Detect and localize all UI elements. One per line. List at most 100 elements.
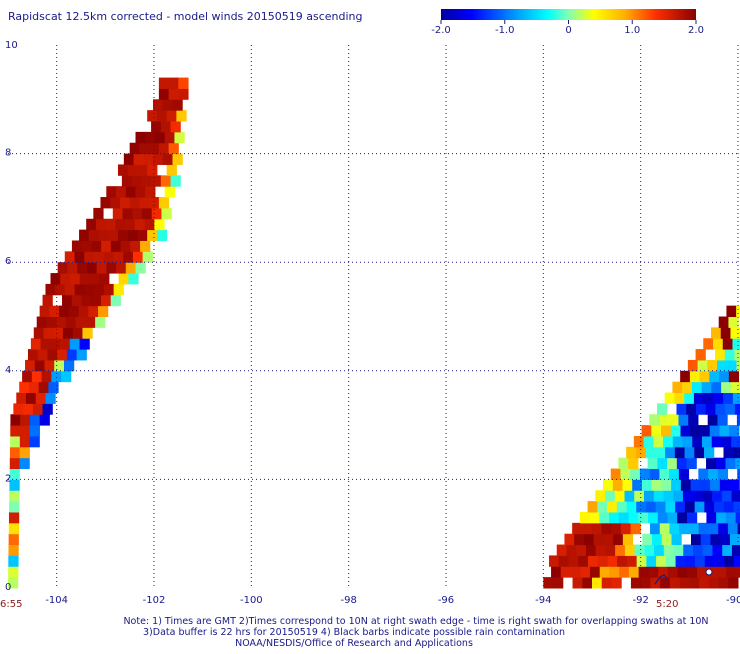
swath-cell bbox=[551, 566, 562, 578]
swath-cell bbox=[96, 262, 107, 274]
swath-cell bbox=[663, 544, 675, 556]
swath-cell bbox=[65, 316, 77, 328]
swath-cell bbox=[684, 446, 695, 459]
swath-cell bbox=[651, 425, 662, 437]
swath-cell bbox=[147, 229, 158, 241]
swath-cell bbox=[607, 501, 618, 513]
swath-cell bbox=[646, 555, 657, 567]
swath-cell bbox=[685, 555, 696, 567]
swath-cell bbox=[638, 511, 649, 524]
swath-cell bbox=[718, 577, 729, 589]
swath-cell bbox=[151, 207, 162, 220]
chart-title: Rapidscat 12.5km corrected - model winds… bbox=[8, 10, 363, 23]
swath-cell bbox=[143, 153, 154, 165]
swath-cell bbox=[672, 381, 683, 394]
swath-cell bbox=[141, 207, 153, 220]
swath-cell bbox=[692, 435, 703, 448]
swath-cell bbox=[732, 338, 740, 350]
swath-cell bbox=[64, 283, 76, 296]
x-tick-label: -96 bbox=[438, 595, 454, 606]
swath-cell bbox=[39, 414, 50, 426]
swath-cell bbox=[8, 522, 20, 535]
swath-cell bbox=[729, 425, 740, 437]
swath-cell bbox=[95, 316, 106, 328]
swath-cell bbox=[716, 511, 727, 524]
swath-cell bbox=[632, 479, 643, 491]
swath-cell bbox=[676, 403, 687, 415]
swath-cell bbox=[172, 153, 183, 165]
swath-cell bbox=[714, 555, 725, 567]
swath-cell bbox=[79, 273, 90, 285]
swath-cell bbox=[698, 522, 709, 535]
swath-cell bbox=[737, 468, 740, 480]
swath-cell bbox=[680, 370, 691, 383]
swath-cell bbox=[641, 479, 653, 491]
swath-cell bbox=[716, 566, 727, 578]
swath-cell bbox=[574, 533, 585, 546]
x-tick-label: -92 bbox=[632, 595, 648, 606]
swath-cell bbox=[168, 88, 179, 100]
swath-cell bbox=[119, 197, 131, 209]
swath-cell bbox=[31, 370, 43, 383]
swath-cell bbox=[684, 501, 696, 513]
swath-cell bbox=[712, 490, 723, 502]
swath-cell bbox=[675, 501, 686, 513]
swath-cell bbox=[711, 435, 722, 448]
swath-cell bbox=[603, 479, 614, 491]
swath-cell bbox=[659, 414, 670, 426]
swath-cell bbox=[172, 99, 183, 111]
swath-cell bbox=[609, 511, 620, 524]
swath-cell bbox=[667, 511, 678, 524]
swath-cell bbox=[665, 501, 676, 513]
swath-cell bbox=[53, 327, 64, 339]
swath-cell bbox=[161, 207, 172, 220]
swath-cell bbox=[686, 403, 697, 415]
swath-cell bbox=[147, 110, 158, 122]
swath-cell bbox=[145, 131, 156, 144]
colorbar-tick-label: -2.0 bbox=[431, 25, 451, 36]
swath-cell bbox=[79, 338, 90, 350]
swath-cell bbox=[106, 262, 117, 274]
swath-cell bbox=[644, 544, 655, 556]
swath-cell bbox=[57, 262, 68, 274]
swath-cell bbox=[62, 327, 74, 339]
swath-cell bbox=[166, 110, 177, 122]
swath-cell bbox=[8, 533, 19, 546]
swath-cell bbox=[127, 229, 138, 241]
swath-cell bbox=[125, 218, 136, 231]
swath-cell bbox=[723, 446, 734, 459]
swath-cell bbox=[678, 414, 689, 426]
swath-cell bbox=[665, 446, 676, 459]
y-tick-label: 8 bbox=[5, 148, 11, 159]
swath-cell bbox=[23, 403, 34, 415]
swath-cell bbox=[726, 359, 738, 372]
swath-cell bbox=[568, 555, 579, 567]
swath-cell bbox=[43, 327, 54, 339]
note-line-2: 3)Data buffer is 22 hrs for 20150519 4) … bbox=[143, 627, 565, 638]
swath-cell bbox=[82, 327, 93, 339]
swath-cell bbox=[659, 468, 670, 480]
swath-cell bbox=[628, 511, 639, 524]
colorbar-tick-label: 1.0 bbox=[624, 25, 640, 36]
swath-cell bbox=[49, 305, 60, 317]
swath-cell bbox=[648, 511, 659, 524]
swath-cell bbox=[19, 435, 31, 448]
y-tick-label: 6 bbox=[5, 256, 11, 267]
swath-cell bbox=[669, 468, 680, 480]
swath-cell bbox=[677, 566, 688, 578]
swath-cell bbox=[658, 566, 669, 578]
swath-cell bbox=[699, 577, 710, 589]
swath-cell bbox=[689, 577, 700, 589]
swath-cell bbox=[59, 305, 70, 317]
swath-cell bbox=[719, 425, 730, 437]
swath-cell bbox=[29, 435, 40, 448]
swath-cell bbox=[626, 555, 638, 567]
swath-cell bbox=[702, 490, 713, 502]
swath-cell bbox=[120, 240, 131, 252]
x-tick-label: -94 bbox=[535, 595, 551, 606]
swath-cell bbox=[95, 218, 107, 231]
swath-cell bbox=[99, 273, 110, 285]
swath-cell bbox=[34, 359, 45, 372]
swath-cell bbox=[673, 490, 684, 502]
